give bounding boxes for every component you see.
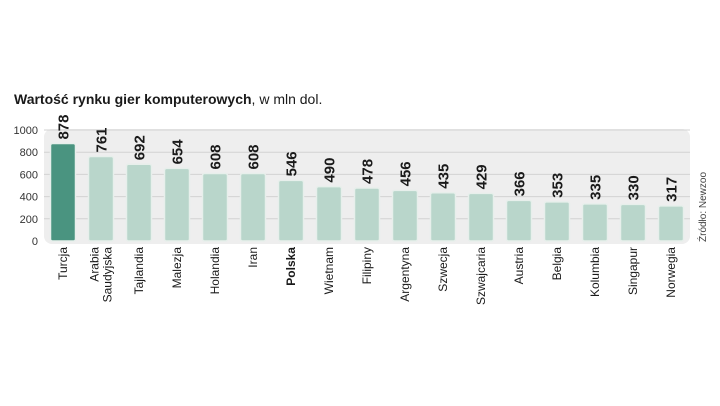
bar-11 (467, 192, 495, 242)
category-label-2: Tajlandia (132, 247, 146, 295)
chart-title-units: , w mln dol. (251, 91, 323, 107)
bar-0 (49, 142, 77, 242)
value-label-14: 335 (588, 175, 605, 200)
category-label-0: Turcja (56, 247, 70, 280)
y-tick-label-600: 600 (20, 169, 38, 181)
bar-8 (353, 187, 381, 242)
category-label-14: Kolumbia (588, 247, 602, 297)
category-label-1-line-1: Saudyjska (101, 247, 115, 303)
category-label-3: Malezja (170, 247, 184, 289)
bar-12 (505, 199, 533, 242)
value-label-2: 692 (132, 135, 149, 160)
category-label-9: Argentyna (398, 247, 412, 302)
y-tick-label-400: 400 (20, 192, 38, 204)
value-label-16: 317 (664, 177, 681, 202)
value-label-12: 366 (512, 171, 529, 196)
bar-5 (239, 172, 267, 242)
category-label-10: Szwecja (436, 247, 450, 292)
source-note: Źródło: Newzoo (696, 172, 709, 242)
y-tick-label-800: 800 (20, 147, 38, 159)
category-label-13: Belgia (550, 247, 564, 281)
y-tick-label-200: 200 (20, 214, 38, 226)
bar-13 (543, 201, 571, 242)
category-label-4: Holandia (208, 247, 222, 295)
value-label-0: 878 (56, 115, 73, 140)
category-label-7: Wietnam (322, 247, 336, 294)
category-label-11: Szwajcaria (474, 247, 488, 305)
bar-16 (657, 205, 685, 242)
y-tick-label-0: 0 (32, 236, 38, 248)
value-label-10: 435 (436, 164, 453, 189)
value-label-13: 353 (550, 173, 567, 198)
bar-9 (391, 189, 419, 242)
category-label-8: Filipiny (360, 247, 374, 284)
bar-10 (429, 191, 457, 242)
chart-title: Wartość rynku gier komputerowych, w mln … (14, 91, 322, 107)
bar-3 (163, 167, 191, 242)
bar-7 (315, 185, 343, 242)
category-label-12: Austria (512, 247, 526, 285)
bar-1 (87, 155, 115, 242)
value-label-9: 456 (398, 161, 415, 186)
value-label-5: 608 (246, 144, 263, 169)
bar-4 (201, 172, 229, 242)
bar-14 (581, 203, 609, 242)
chart-title-bold: Wartość rynku gier komputerowych (14, 91, 252, 107)
value-label-7: 490 (322, 158, 339, 183)
value-label-1: 761 (94, 127, 111, 152)
value-label-11: 429 (474, 164, 491, 189)
bar-15 (619, 203, 647, 242)
value-label-4: 608 (208, 144, 225, 169)
bar-2 (125, 163, 153, 242)
y-tick-label-1000: 1000 (14, 125, 38, 137)
category-label-16: Norwegia (664, 247, 678, 298)
category-label-15: Singapur (626, 247, 640, 295)
category-label-6: Polska (284, 247, 298, 286)
value-label-3: 654 (170, 139, 187, 165)
value-label-6: 546 (284, 151, 301, 176)
value-label-8: 478 (360, 159, 377, 184)
bar-6 (277, 179, 305, 242)
category-label-1-line-0: Arabia (88, 247, 102, 282)
value-label-15: 330 (626, 175, 643, 200)
category-label-5: Iran (246, 247, 260, 268)
